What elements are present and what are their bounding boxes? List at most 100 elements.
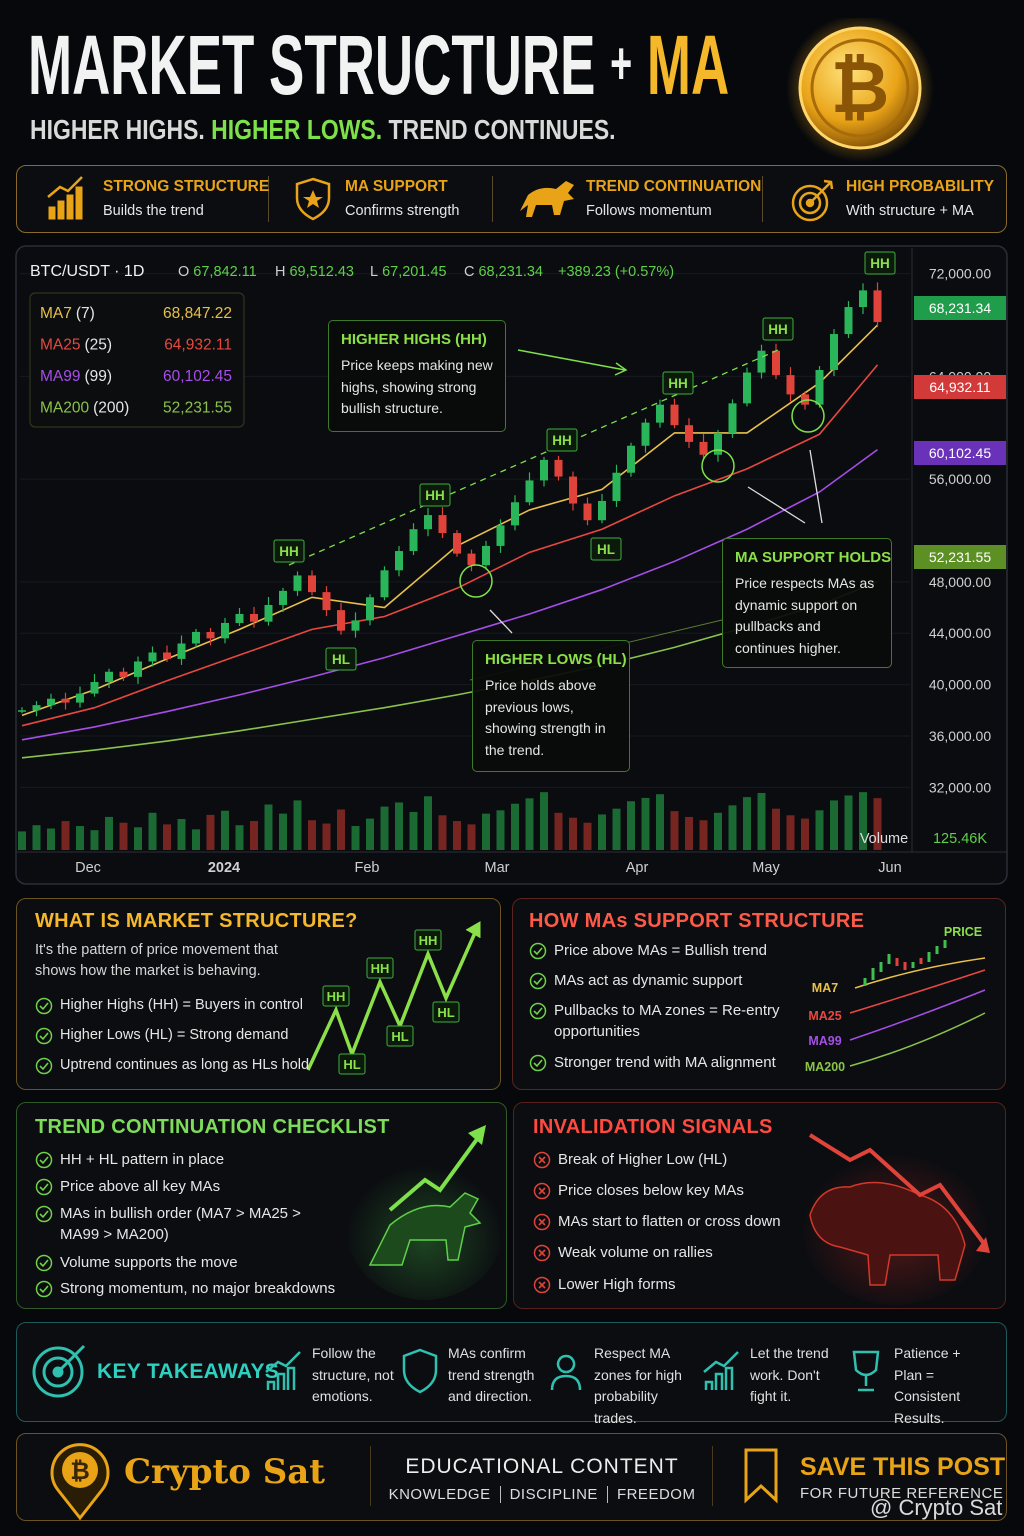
up-arrow: [388, 1133, 482, 1212]
takeaway-item-icon: [550, 1354, 582, 1391]
check-icon: [529, 1054, 547, 1072]
icon-mark: [538, 1187, 546, 1195]
takeaway-icon: [32, 1344, 86, 1398]
bear-shape: [809, 1181, 966, 1286]
marker-label: HH: [425, 488, 445, 503]
marker-box: [662, 371, 694, 395]
subtitle: HIGHER HIGHS. HIGHER LOWS. TREND CONTINU…: [30, 114, 616, 146]
diagram-label-box: [322, 985, 350, 1007]
arrow: [517, 349, 626, 371]
candle: [641, 422, 650, 446]
candle: [279, 590, 287, 605]
feature-title: STRONG STRUCTURE: [103, 178, 270, 195]
candle: [47, 698, 55, 706]
icon-ring: [533, 1213, 551, 1231]
subtitle-part: TREND CONTINUES.: [388, 114, 616, 145]
x-icon: [533, 1244, 551, 1262]
divider: [712, 1446, 713, 1506]
icon-mark: [533, 977, 543, 986]
diagram-label-box: [366, 957, 394, 979]
icon-ring: [35, 997, 53, 1015]
feature-text: Builds the trend: [103, 203, 204, 219]
x-icon: [533, 1213, 551, 1231]
ohlc-item: C 68,231.34: [464, 264, 543, 280]
ma-legend-name: MA200 (200): [40, 400, 129, 417]
ma-legend-name: MA99 (99): [40, 368, 112, 385]
takeaway-text: MAs confirm trend strength and direction…: [448, 1345, 535, 1404]
volume-bar: [830, 800, 838, 850]
price-tag: [914, 545, 1006, 569]
icon-mark: [39, 1156, 49, 1165]
marker-label: HH: [768, 322, 788, 337]
candle: [859, 290, 867, 308]
diagram-label: HH: [371, 961, 390, 976]
volume-bar: [873, 798, 882, 850]
arrow: [747, 486, 806, 524]
volume-bar: [728, 805, 737, 850]
volume-bar: [351, 826, 360, 850]
volume-bar: [612, 808, 621, 850]
subtitle-part: HIGHER HIGHS.: [30, 114, 205, 145]
candle: [105, 671, 113, 683]
x-tick-label: May: [752, 860, 780, 876]
takeaway-text: Follow the structure, not emotions.: [312, 1345, 394, 1404]
chart-labels: 72,000.0064,000.0056,000.0048,000.0044,0…: [29, 251, 1006, 876]
volume-bar: [395, 802, 403, 850]
candle: [250, 613, 258, 622]
y-tick-label: 44,000.00: [929, 625, 991, 641]
arrow: [489, 609, 513, 634]
marker-label: HH: [552, 433, 572, 448]
icon-ring: [35, 1027, 53, 1045]
volume-bar: [714, 812, 722, 850]
list-item: Price closes below key MAs: [558, 1182, 744, 1199]
candle: [192, 631, 200, 644]
volume-bar: [76, 826, 84, 850]
volume-bar: [641, 797, 650, 850]
volume-bar: [699, 820, 708, 850]
title-text: MARKET STRUCTURE: [28, 18, 596, 112]
volume-bar: [105, 816, 113, 850]
callout-text: Price respects MAs as dynamic support on…: [735, 575, 875, 656]
candle: [598, 500, 606, 521]
candle: [163, 652, 171, 659]
marker-label: HH: [668, 376, 688, 391]
icon-ring: [35, 1205, 53, 1223]
ohlc-label: O: [178, 264, 189, 280]
list-item: Lower High forms: [558, 1276, 676, 1293]
volume-bar: [380, 806, 389, 850]
volume-bar: [670, 811, 679, 850]
down-arrow-head: [976, 1237, 990, 1253]
callout-text: Price keeps making new highs, showing st…: [341, 357, 493, 416]
volume-bar: [61, 821, 70, 850]
candle: [467, 553, 476, 566]
list-item: Price above MAs = Bullish trend: [554, 942, 768, 959]
volume-bar: [337, 809, 345, 850]
icon-target: [791, 179, 834, 222]
y-tick-label: 48,000.00: [929, 574, 991, 590]
icon-bars: [47, 176, 83, 220]
volume-bar: [424, 796, 432, 850]
ma-period: (99): [85, 368, 113, 385]
ma-box: [512, 898, 1006, 1090]
takeaway-item-icon: [265, 1351, 301, 1390]
candle: [728, 403, 737, 433]
divider: [268, 176, 269, 222]
save-subtitle: FOR FUTURE REFERENCE: [800, 1485, 1004, 1502]
x-tick-label: Mar: [485, 860, 510, 876]
takeaway-item-icon: [703, 1351, 739, 1390]
candle: [525, 480, 534, 503]
ma-curve: [849, 969, 986, 1014]
ma-legend-box: [29, 292, 245, 428]
brand-icon: ₿: [50, 1443, 110, 1521]
icon-ring: [529, 972, 547, 990]
title-accent: MA: [646, 18, 730, 112]
diagram-label: HH: [419, 933, 438, 948]
ma-curve: [854, 957, 986, 989]
callout: HIGHER HIGHS (HH) Price keeps making new …: [328, 320, 506, 432]
callout-title: HIGHER LOWS (HL): [485, 651, 627, 668]
check-icon: [35, 1057, 53, 1075]
feature-text: Confirms strength: [345, 203, 460, 219]
takeaway-text: Let the trend work. Don't fight it.: [750, 1345, 829, 1404]
list-item: Weak volume on rallies: [558, 1244, 713, 1261]
